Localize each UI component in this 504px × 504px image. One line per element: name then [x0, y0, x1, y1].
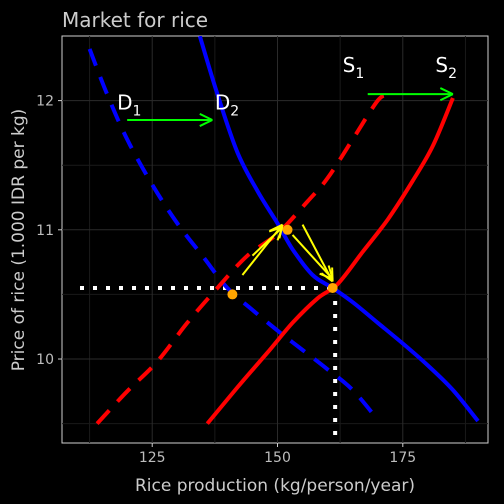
y-tick-label: 12 — [36, 94, 54, 110]
curve-label-s2: S2 — [435, 53, 457, 82]
curve-d1 — [87, 48, 380, 421]
curve-labels: D1 D2 S1 S2 — [117, 53, 457, 119]
axis-ticks: 125 150 175 10 11 12 — [36, 94, 416, 466]
curve-s2 — [205, 97, 455, 425]
equilibrium-point — [327, 282, 338, 293]
shift-arrow — [367, 87, 454, 102]
curves — [87, 36, 480, 425]
y-tick-label: 10 — [36, 352, 54, 368]
x-tick-label: 125 — [139, 450, 166, 466]
dotted-guides — [80, 285, 338, 443]
shift-arrow — [301, 224, 334, 283]
x-tick-label: 175 — [389, 450, 416, 466]
curve-label-d2: D2 — [215, 91, 239, 120]
y-axis-title: Price of rice (1.000 IDR per kg) — [9, 109, 29, 372]
x-axis-title: Rice production (kg/person/year) — [135, 476, 415, 496]
shift-arrow — [251, 226, 284, 257]
curve-s1 — [95, 93, 389, 425]
equilibrium-point — [282, 224, 293, 235]
chart-title: Market for rice — [62, 8, 208, 32]
curve-label-s1: S1 — [343, 53, 365, 82]
y-tick-label: 11 — [36, 223, 54, 239]
equilibrium-points — [227, 224, 338, 300]
plot-panel — [61, 35, 489, 444]
shift-arrow — [127, 112, 213, 127]
curve-label-d1: D1 — [117, 91, 141, 120]
equilibrium-point — [227, 289, 238, 300]
x-tick-label: 150 — [264, 450, 291, 466]
curve-d2 — [197, 36, 480, 423]
shift-arrows — [127, 87, 454, 283]
